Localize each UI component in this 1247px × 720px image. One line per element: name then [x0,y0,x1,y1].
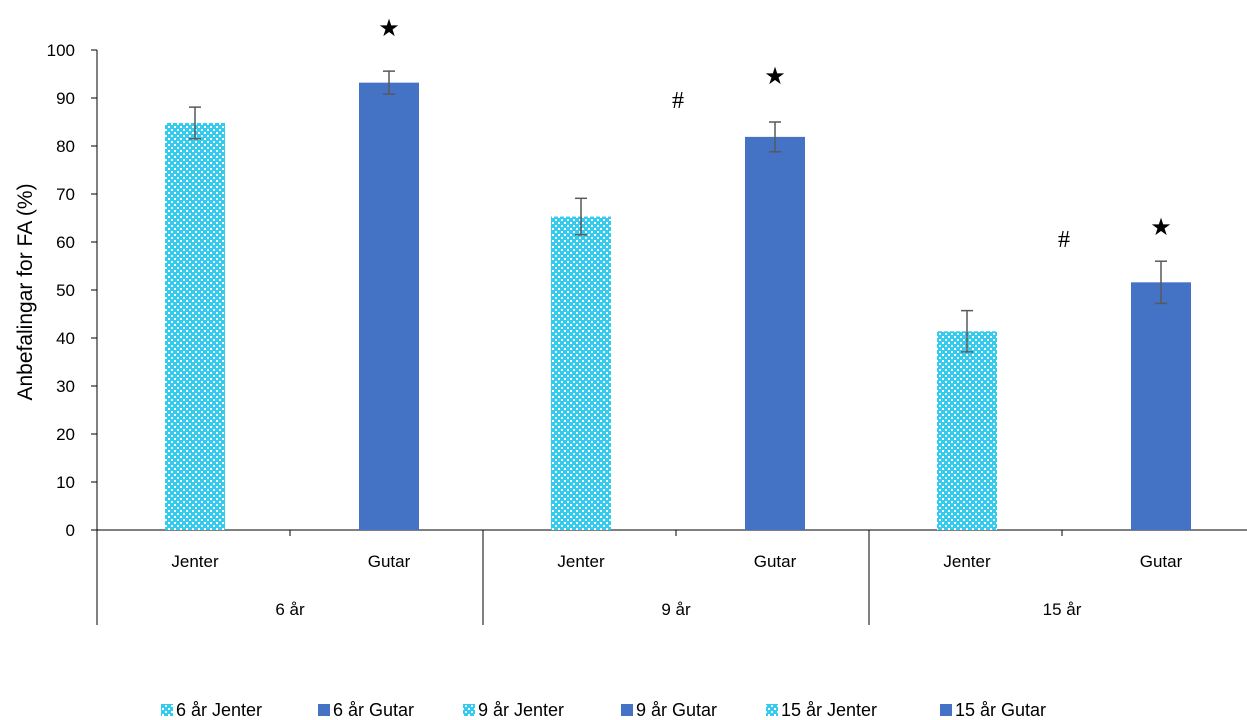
bar [745,136,805,530]
legend-swatch [161,704,173,716]
y-tick-label: 80 [56,137,75,156]
y-axis-title: Anbefalingar for FA (%) [14,183,37,400]
legend-swatch [318,704,330,716]
bar [937,331,997,530]
y-tick-label: 70 [56,185,75,204]
legend-label: 9 år Gutar [636,700,717,720]
bar [359,82,419,530]
y-tick-label: 0 [66,521,75,540]
x-group-label: 6 år [275,600,305,619]
x-category-label: Gutar [368,552,411,571]
y-tick-label: 60 [56,233,75,252]
legend-swatch [621,704,633,716]
y-tick-label: 30 [56,377,75,396]
x-group-label: 15 år [1043,600,1082,619]
significance-hash: # [672,88,684,114]
x-group-label: 9 år [661,600,691,619]
bar [551,216,611,530]
legend-swatch [766,704,778,716]
legend: 6 år Jenter 6 år Gutar 9 år Jenter 9 år Gut… [161,700,1046,720]
significance-hash: # [1058,227,1070,253]
legend-label: 15 år Gutar [955,700,1046,720]
plot-area: 0 10 20 30 40 50 60 70 80 90 100 Jenter Gutar 6 år Jen… [47,16,1247,625]
legend-swatch [940,704,952,716]
y-tick-label: 20 [56,425,75,444]
legend-swatch [463,704,475,716]
y-tick-label: 90 [56,89,75,108]
significance-star: ★ [764,64,786,90]
x-category-label: Jenter [171,552,219,571]
y-tick-label: 50 [56,281,75,300]
x-category-label: Gutar [1140,552,1183,571]
significance-star: ★ [378,16,400,42]
y-tick-label: 40 [56,329,75,348]
legend-label: 6 år Gutar [333,700,414,720]
legend-label: 6 år Jenter [176,700,262,720]
legend-label: 9 år Jenter [478,700,564,720]
y-tick-label: 100 [47,41,75,60]
x-category-label: Gutar [754,552,797,571]
x-category-label: Jenter [943,552,991,571]
bar [165,122,225,531]
bar [1131,282,1191,530]
y-tick-label: 10 [56,473,75,492]
x-category-label: Jenter [557,552,605,571]
significance-star: ★ [1150,215,1172,241]
legend-label: 15 år Jenter [781,700,877,720]
